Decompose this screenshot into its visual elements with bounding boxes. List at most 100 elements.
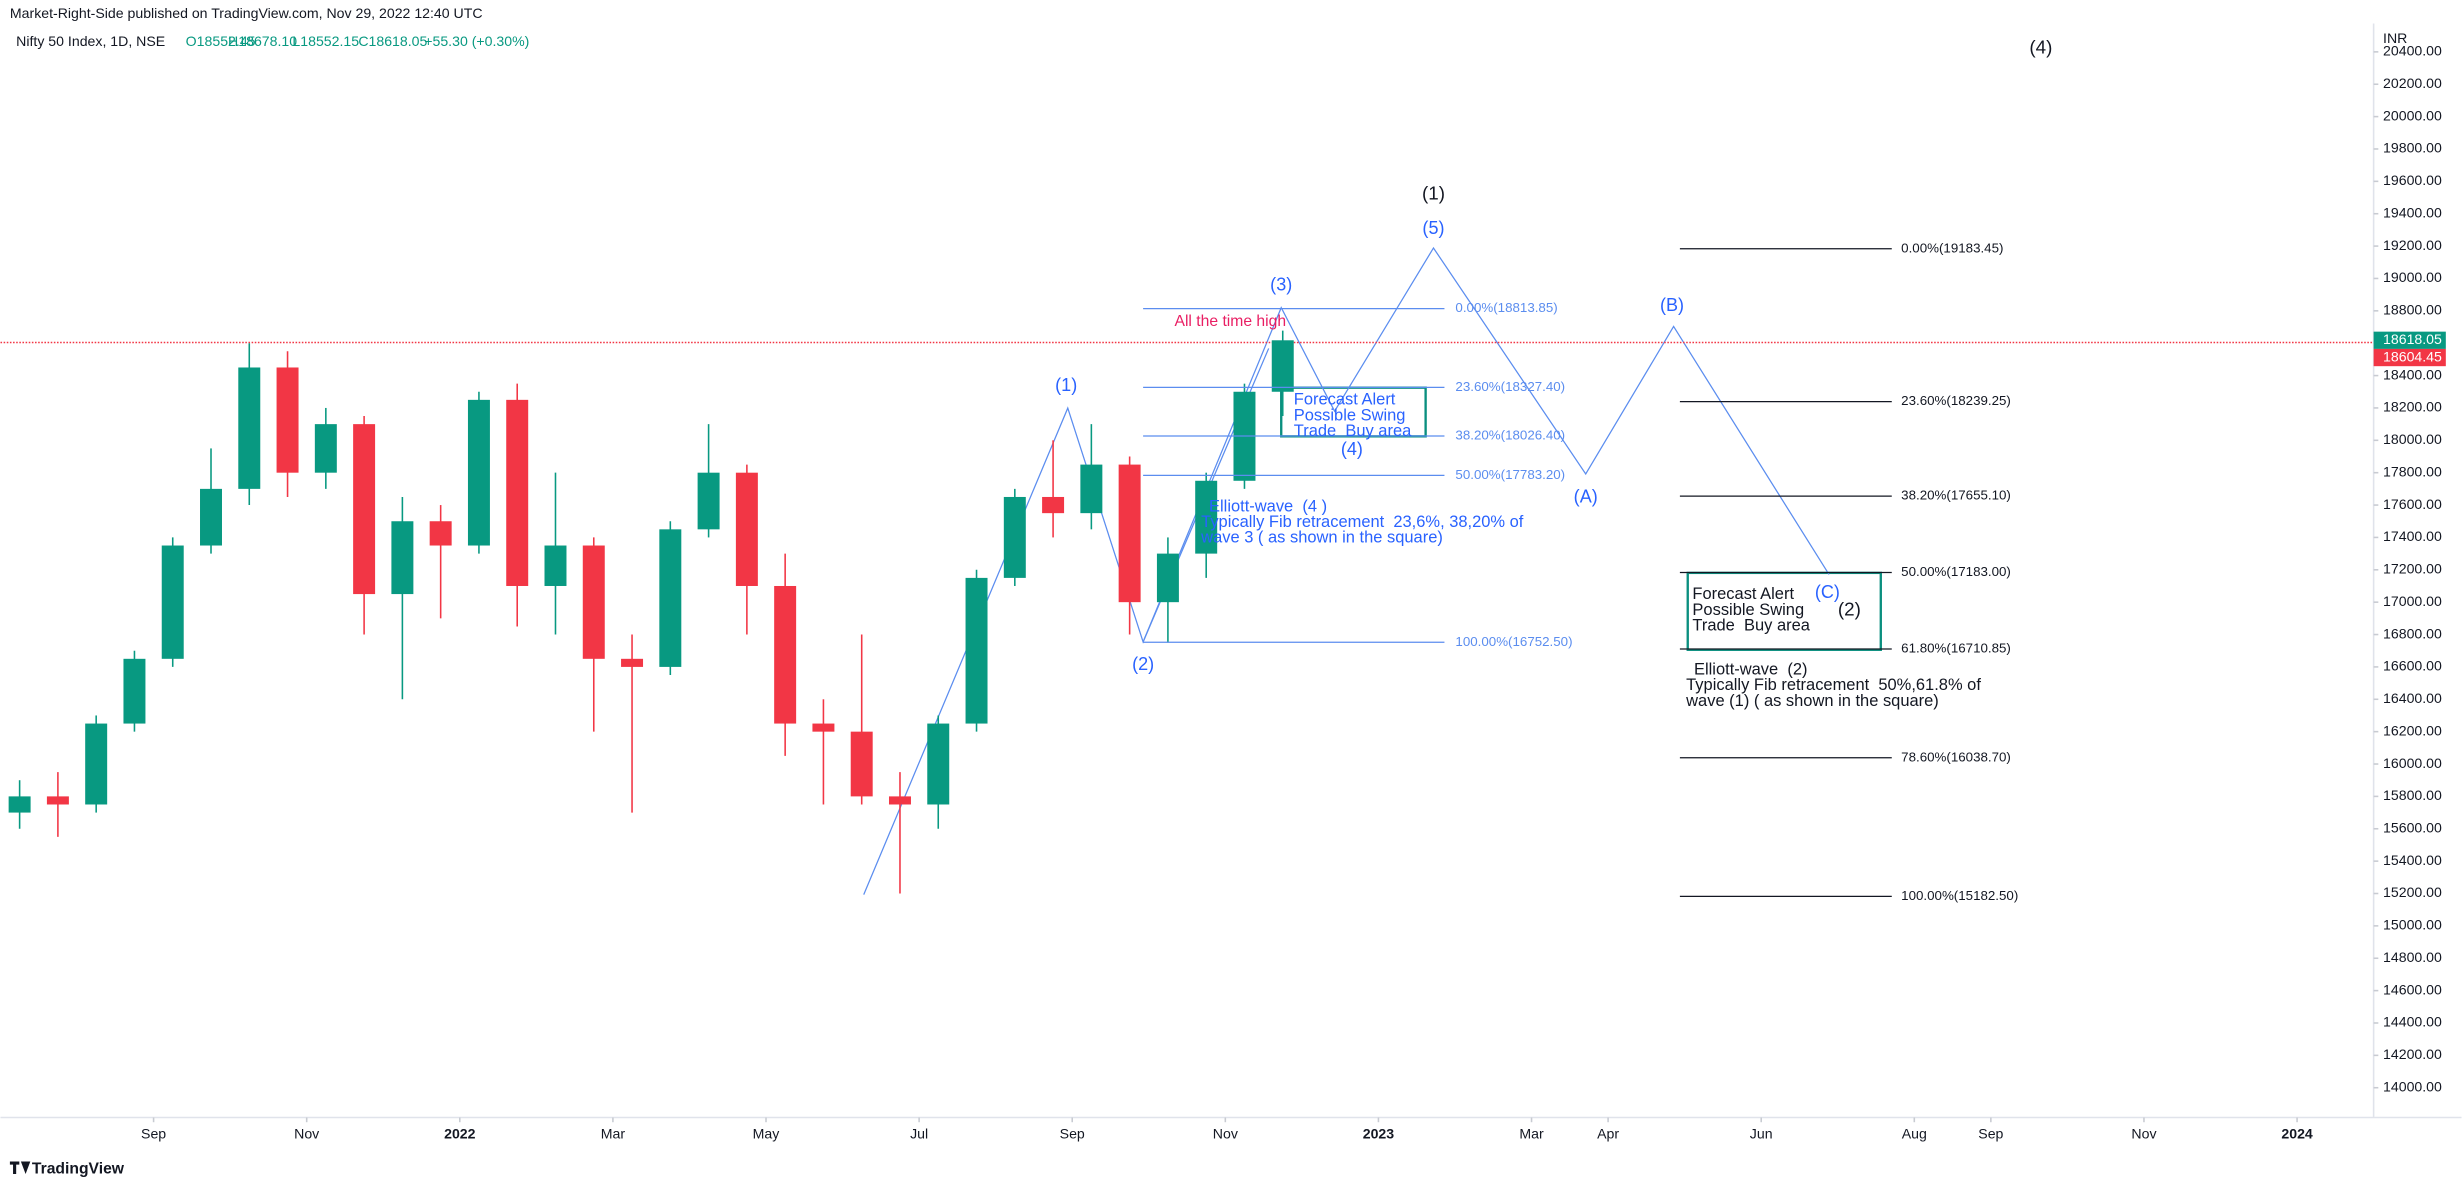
last-price-tag — [2373, 331, 2446, 349]
candle-body — [1042, 496, 1065, 514]
note-line: Forecast Alert — [1294, 391, 1396, 409]
y-tick-label: 18400.00 — [2383, 366, 2442, 382]
fib-label: 23.60%(18239.25) — [1901, 393, 2011, 408]
x-tick-label: Apr — [1597, 1126, 1619, 1142]
candle-body — [276, 367, 299, 473]
y-tick-label: 15400.00 — [2383, 852, 2442, 868]
fib-label: 50.00%(17183.00) — [1901, 564, 2011, 579]
candle-body — [621, 658, 644, 667]
x-tick-label: Aug — [1902, 1126, 1927, 1142]
wave-label: (2) — [1132, 654, 1154, 674]
note-line: Typically Fib retracement 50%,61.8% of — [1686, 676, 1981, 694]
x-tick-label: May — [753, 1126, 781, 1142]
candle-body — [850, 731, 873, 797]
candle-body — [85, 723, 108, 805]
candle-body — [927, 723, 950, 805]
wave-label: (B) — [1660, 295, 1684, 315]
x-tick-label: Sep — [141, 1126, 166, 1142]
y-tick-label: 17400.00 — [2383, 528, 2442, 544]
note-line: Trade Buy area — [1692, 617, 1810, 635]
note-line: wave (1) ( as shown in the square) — [1685, 692, 1939, 710]
y-tick-label: 20200.00 — [2383, 75, 2442, 91]
candle-body — [391, 521, 414, 595]
ohlc-value: O18552.45 — [186, 33, 256, 49]
y-tick-label: 15600.00 — [2383, 819, 2442, 835]
last-price-label: 18618.05 — [2383, 331, 2442, 347]
ohlc-value: H18678.10 — [228, 33, 297, 49]
candle-body — [46, 796, 69, 805]
y-tick-label: 15000.00 — [2383, 917, 2442, 933]
candle-body — [888, 796, 911, 805]
y-tick-label: 15800.00 — [2383, 787, 2442, 803]
y-tick-label: 18800.00 — [2383, 302, 2442, 318]
x-tick-label: Nov — [1213, 1126, 1238, 1142]
candle-body — [429, 521, 452, 546]
candle-body — [697, 472, 720, 530]
candle-body — [1271, 340, 1294, 392]
candle-body — [544, 545, 567, 586]
fib-label: 23.60%(18327.40) — [1455, 379, 1565, 394]
y-tick-label: 19600.00 — [2383, 172, 2442, 188]
fib-label: 38.20%(18026.40) — [1455, 428, 1565, 443]
ohlc-value: +55.30 (+0.30%) — [424, 33, 529, 49]
x-tick-label: Nov — [2131, 1126, 2156, 1142]
x-tick-label: Mar — [601, 1126, 626, 1142]
y-tick-label: 14800.00 — [2383, 949, 2442, 965]
ohlc-value: C18618.05 — [358, 33, 427, 49]
ath-label: 18604.45 — [2383, 348, 2442, 364]
x-tick-label: Jun — [1750, 1126, 1773, 1142]
candle-body — [123, 658, 146, 724]
candle-body — [812, 723, 835, 732]
fib-label: 100.00%(16752.50) — [1455, 634, 1572, 649]
fib-label: 0.00%(19183.45) — [1901, 240, 2003, 255]
candle-body — [1118, 464, 1141, 603]
y-tick-label: 16400.00 — [2383, 690, 2442, 706]
candle-body — [1003, 496, 1026, 578]
wave-label: (5) — [1422, 218, 1444, 238]
candle-body — [735, 472, 758, 586]
y-tick-label: 16200.00 — [2383, 722, 2442, 738]
candle-body — [314, 424, 337, 473]
y-tick-label: 19200.00 — [2383, 237, 2442, 253]
publisher: Market-Right-Side published on TradingVi… — [10, 5, 483, 21]
x-tick-label: Sep — [1978, 1126, 2003, 1142]
wave-label: (1) — [1055, 375, 1077, 395]
x-tick-label: Mar — [1519, 1126, 1544, 1142]
candle-body — [774, 585, 797, 724]
x-tick-label: Nov — [294, 1126, 319, 1142]
y-tick-label: 17800.00 — [2383, 463, 2442, 479]
y-tick-label: 16000.00 — [2383, 755, 2442, 771]
candle-body — [1156, 553, 1179, 603]
candle-body — [353, 424, 376, 595]
wave-label: (A) — [1574, 486, 1598, 506]
candle-body — [200, 488, 222, 546]
fib-label: 38.20%(17655.10) — [1901, 488, 2011, 503]
y-tick-label: 14200.00 — [2383, 1046, 2442, 1062]
candle-body — [1080, 464, 1103, 514]
brand-logo — [9, 1161, 31, 1175]
x-tick-label: Sep — [1060, 1126, 1085, 1142]
y-tick-label: 15200.00 — [2383, 884, 2442, 900]
symbol: Nifty 50 Index, 1D, NSE — [16, 33, 165, 49]
fib-label: 50.00%(17783.20) — [1455, 467, 1565, 482]
ath-tag — [2373, 348, 2446, 367]
fib-label: 0.00%(18813.85) — [1455, 300, 1557, 315]
y-tick-label: 17600.00 — [2383, 496, 2442, 512]
note-line: Trade Buy area — [1294, 422, 1412, 440]
y-tick-label: 16600.00 — [2383, 658, 2442, 674]
note-line: Possible Swing — [1692, 601, 1804, 619]
y-tick-label: 20000.00 — [2383, 107, 2442, 123]
x-tick-label: 2024 — [2281, 1126, 2313, 1142]
fib-label: 78.60%(16038.70) — [1901, 749, 2011, 764]
wave-label: (4) — [2029, 37, 2052, 58]
candle-body — [506, 399, 529, 586]
y-tick-label: 19400.00 — [2383, 204, 2442, 220]
note-line: Elliott-wave (4 ) — [1209, 497, 1327, 515]
note-line: Elliott-wave (2) — [1694, 661, 1807, 679]
y-tick-label: 14600.00 — [2383, 981, 2442, 997]
candle-body — [1195, 480, 1218, 554]
wave-label: (4) — [1341, 439, 1363, 459]
candle-body — [161, 545, 184, 659]
wave-label: (3) — [1270, 274, 1292, 294]
currency: INR — [2383, 30, 2407, 46]
